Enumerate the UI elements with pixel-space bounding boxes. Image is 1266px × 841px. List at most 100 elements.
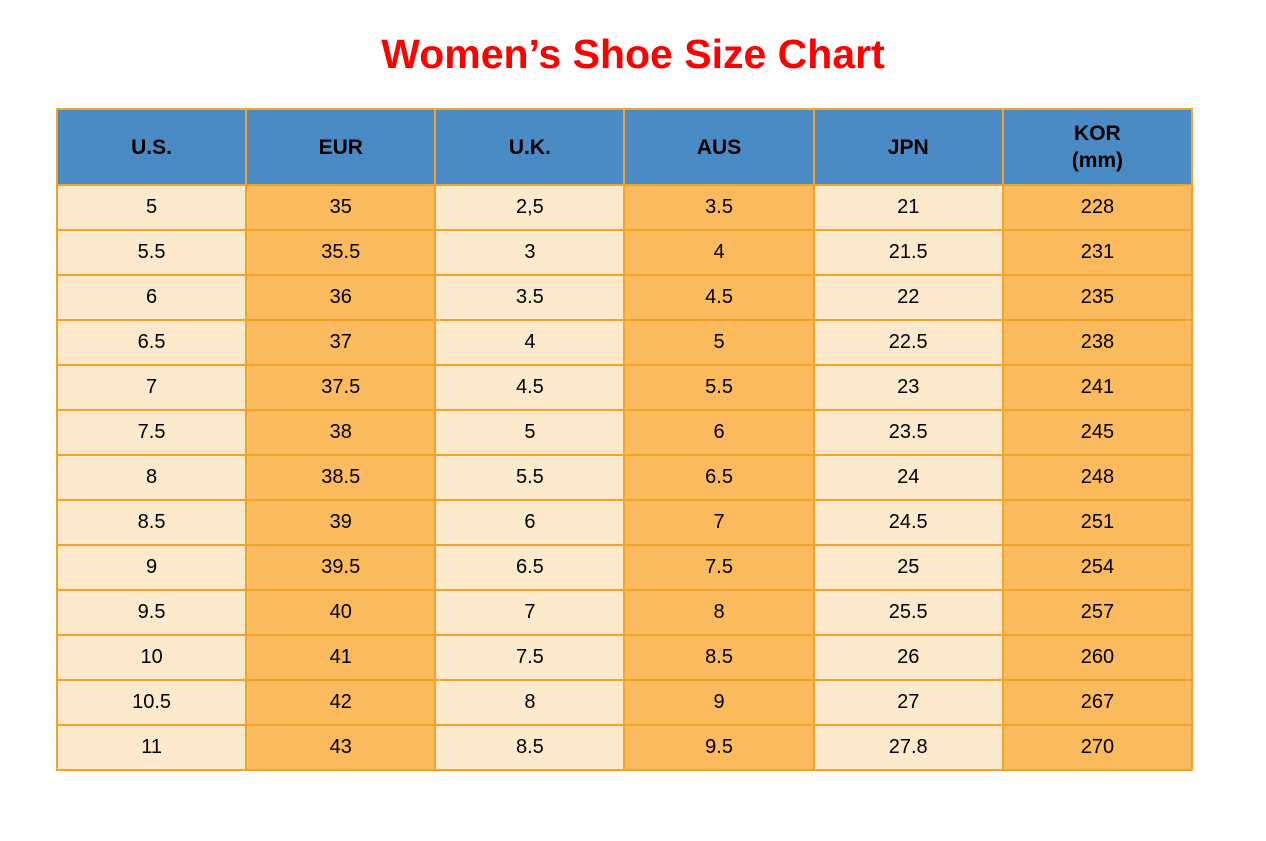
table-cell: 23.5 (812, 409, 1004, 456)
table-cell: 39.5 (245, 544, 437, 591)
table-cell: 270 (1001, 724, 1194, 771)
table-cell: 254 (1001, 544, 1194, 591)
table-cell: 5 (623, 319, 815, 366)
table-cell: 22.5 (812, 319, 1004, 366)
table-row: 7 37.5 4.5 5.5 23 241 (55, 364, 1194, 411)
table-cell: 7.5 (55, 409, 248, 456)
table-cell: 3.5 (623, 184, 815, 231)
table-cell: 5 (434, 409, 626, 456)
table-cell: 8 (623, 589, 815, 636)
table-cell: 11 (55, 724, 248, 771)
table-cell: 5.5 (623, 364, 815, 411)
table-row: 10.5 42 8 9 27 267 (55, 679, 1194, 726)
table-cell: 8.5 (623, 634, 815, 681)
table-cell: 9.5 (623, 724, 815, 771)
table-cell: 27.8 (812, 724, 1004, 771)
table-cell: 2,5 (434, 184, 626, 231)
table-cell: 21.5 (812, 229, 1004, 276)
table-cell: 6 (434, 499, 626, 546)
table-cell: 39 (245, 499, 437, 546)
table-row: 9 39.5 6.5 7.5 25 254 (55, 544, 1194, 591)
table-header-row: U.S. EUR U.K. AUS JPN KOR (mm) (55, 108, 1194, 186)
table-cell: 6 (623, 409, 815, 456)
table-cell: 257 (1001, 589, 1194, 636)
table-cell: 5 (55, 184, 248, 231)
table-cell: 8 (55, 454, 248, 501)
table-cell: 3 (434, 229, 626, 276)
table-cell: 238 (1001, 319, 1194, 366)
table-cell: 9.5 (55, 589, 248, 636)
table-cell: 8.5 (55, 499, 248, 546)
table-cell: 4 (434, 319, 626, 366)
table-cell: 10.5 (55, 679, 248, 726)
table-cell: 41 (245, 634, 437, 681)
table-cell: 23 (812, 364, 1004, 411)
column-header-jpn: JPN (812, 108, 1004, 186)
table-cell: 22 (812, 274, 1004, 321)
table-cell: 251 (1001, 499, 1194, 546)
table-cell: 9 (55, 544, 248, 591)
column-header-uk: U.K. (434, 108, 626, 186)
table-cell: 37.5 (245, 364, 437, 411)
table-cell: 260 (1001, 634, 1194, 681)
table-cell: 8 (434, 679, 626, 726)
table-cell: 38 (245, 409, 437, 456)
table-row: 5 35 2,5 3.5 21 228 (55, 184, 1194, 231)
table-cell: 231 (1001, 229, 1194, 276)
table-cell: 35 (245, 184, 437, 231)
table-cell: 6.5 (623, 454, 815, 501)
table-cell: 267 (1001, 679, 1194, 726)
table-cell: 7.5 (623, 544, 815, 591)
table-row: 7.5 38 5 6 23.5 245 (55, 409, 1194, 456)
table-cell: 245 (1001, 409, 1194, 456)
table-cell: 4.5 (434, 364, 626, 411)
table-row: 6 36 3.5 4.5 22 235 (55, 274, 1194, 321)
table-cell: 24 (812, 454, 1004, 501)
table-row: 8 38.5 5.5 6.5 24 248 (55, 454, 1194, 501)
table-cell: 7 (55, 364, 248, 411)
table-cell: 4 (623, 229, 815, 276)
table-cell: 6.5 (55, 319, 248, 366)
table-cell: 248 (1001, 454, 1194, 501)
table-row: 11 43 8.5 9.5 27.8 270 (55, 724, 1194, 771)
table-cell: 25.5 (812, 589, 1004, 636)
table-cell: 26 (812, 634, 1004, 681)
table-cell: 21 (812, 184, 1004, 231)
table-row: 10 41 7.5 8.5 26 260 (55, 634, 1194, 681)
table-cell: 5.5 (55, 229, 248, 276)
table-cell: 6.5 (434, 544, 626, 591)
table-cell: 43 (245, 724, 437, 771)
table-cell: 6 (55, 274, 248, 321)
table-cell: 8.5 (434, 724, 626, 771)
table-body: 5 35 2,5 3.5 21 228 5.5 35.5 3 4 21.5 231 6 36 3.5 4.5 2… (55, 184, 1194, 771)
table-row: 6.5 37 4 5 22.5 238 (55, 319, 1194, 366)
column-header-aus: AUS (623, 108, 815, 186)
table-cell: 35.5 (245, 229, 437, 276)
table-cell: 235 (1001, 274, 1194, 321)
column-header-eur: EUR (245, 108, 437, 186)
table-cell: 36 (245, 274, 437, 321)
table-cell: 5.5 (434, 454, 626, 501)
table-cell: 4.5 (623, 274, 815, 321)
table-cell: 241 (1001, 364, 1194, 411)
table-cell: 37 (245, 319, 437, 366)
table-cell: 40 (245, 589, 437, 636)
table-row: 9.5 40 7 8 25.5 257 (55, 589, 1194, 636)
table-cell: 228 (1001, 184, 1194, 231)
table-cell: 27 (812, 679, 1004, 726)
table-cell: 7.5 (434, 634, 626, 681)
table-row: 5.5 35.5 3 4 21.5 231 (55, 229, 1194, 276)
table-cell: 38.5 (245, 454, 437, 501)
table-cell: 42 (245, 679, 437, 726)
column-header-kor: KOR (mm) (1001, 108, 1194, 186)
table-cell: 25 (812, 544, 1004, 591)
table-cell: 7 (434, 589, 626, 636)
table-cell: 24.5 (812, 499, 1004, 546)
table-cell: 9 (623, 679, 815, 726)
table-header: U.S. EUR U.K. AUS JPN KOR (mm) (55, 108, 1194, 186)
table-cell: 10 (55, 634, 248, 681)
table-cell: 3.5 (434, 274, 626, 321)
shoe-size-table: U.S. EUR U.K. AUS JPN KOR (mm) 5 35 2,5 3.5… (55, 108, 1194, 771)
page-title: Women’s Shoe Size Chart (381, 31, 885, 77)
